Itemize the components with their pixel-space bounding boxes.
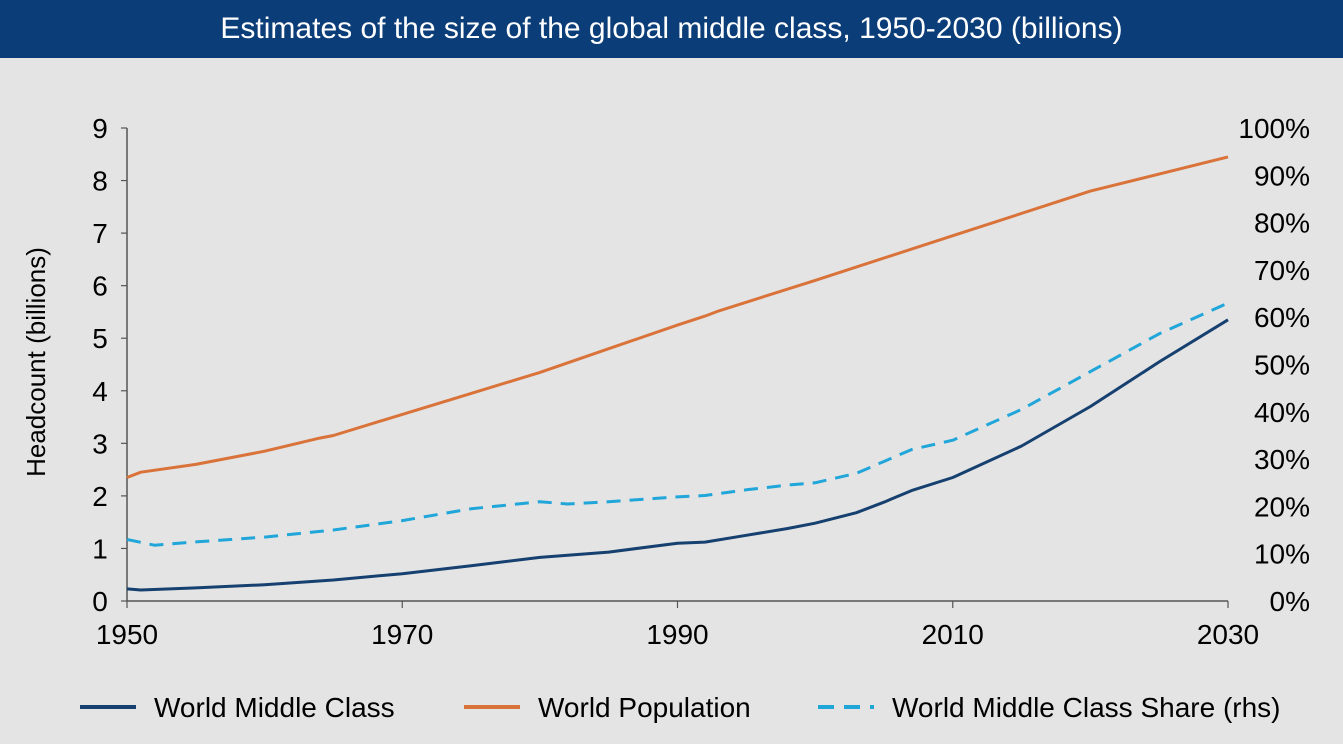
left-axis-ticks: 0 1 2 3 4 5 6 7 8 9: [92, 113, 127, 617]
y2-tick-label: 0%: [1270, 586, 1310, 617]
y-tick-label: 5: [92, 323, 108, 354]
chart-title: Estimates of the size of the global midd…: [220, 12, 1123, 45]
legend: World Middle Class World Population World …: [80, 692, 1281, 723]
x-axis-ticks: 1950 1970 1990 2010 2030: [96, 601, 1259, 650]
y2-tick-label: 10%: [1254, 539, 1310, 570]
series-lines: [126, 155, 1229, 592]
right-axis-ticks: 0% 10% 20% 30% 40% 50% 60% 70% 80% 90% 100%: [1238, 113, 1310, 617]
x-tick-label: 1990: [646, 619, 708, 650]
y-tick-label: 8: [92, 166, 108, 197]
x-tick-label: 2010: [922, 619, 984, 650]
series-line-world-middle-class-share-rhs: [126, 301, 1229, 547]
y-tick-label: 6: [92, 271, 108, 302]
y-tick-label: 1: [92, 533, 108, 564]
y2-tick-label: 40%: [1254, 397, 1310, 428]
y2-tick-label: 80%: [1254, 208, 1310, 239]
y-tick-label: 9: [92, 113, 108, 144]
y-axis-title: Headcount (billions): [21, 247, 51, 477]
legend-label: World Middle Class Share (rhs): [892, 692, 1281, 723]
x-tick-label: 2030: [1197, 619, 1259, 650]
legend-label: World Middle Class: [154, 692, 395, 723]
x-tick-label: 1970: [371, 619, 433, 650]
legend-label: World Population: [538, 692, 751, 723]
y2-tick-label: 60%: [1254, 302, 1310, 333]
y2-tick-label: 30%: [1254, 444, 1310, 475]
y2-tick-label: 100%: [1238, 113, 1310, 144]
y-tick-label: 4: [92, 376, 108, 407]
y-tick-label: 2: [92, 481, 108, 512]
series-line-world-middle-class: [126, 318, 1229, 592]
series-line-world-population: [126, 155, 1229, 479]
y2-tick-label: 50%: [1254, 350, 1310, 381]
y2-tick-label: 20%: [1254, 491, 1310, 522]
chart-title-bar: Estimates of the size of the global midd…: [0, 0, 1343, 58]
y-tick-label: 0: [92, 586, 108, 617]
y-tick-label: 7: [92, 218, 108, 249]
y-tick-label: 3: [92, 428, 108, 459]
y2-tick-label: 70%: [1254, 255, 1310, 286]
x-tick-label: 1950: [96, 619, 158, 650]
y2-tick-label: 90%: [1254, 160, 1310, 191]
